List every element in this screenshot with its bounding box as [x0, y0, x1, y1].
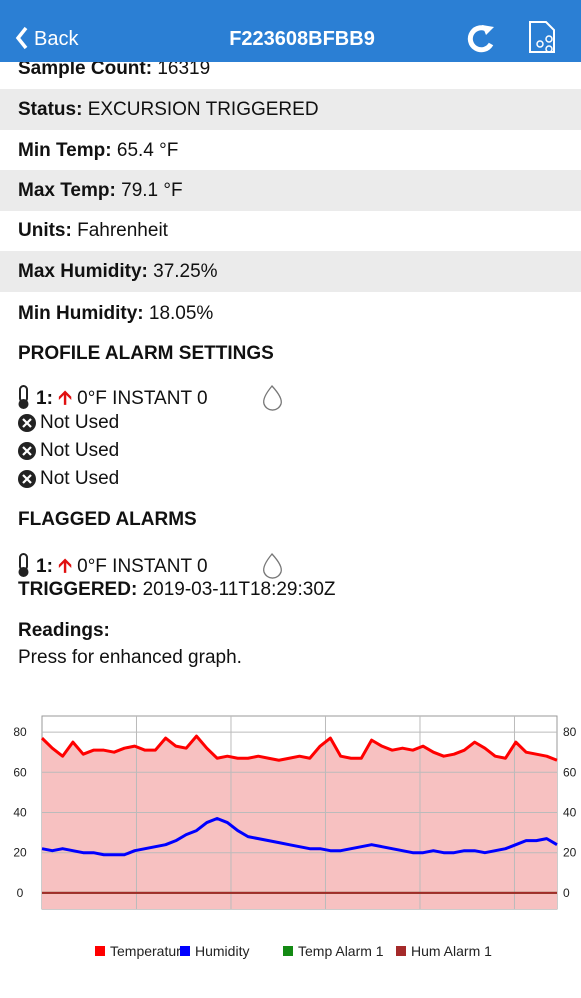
legend-swatch [283, 946, 293, 956]
back-chevron[interactable] [15, 26, 28, 50]
legend-label: Humidity [195, 943, 249, 959]
row-value: 79.1 °F [121, 180, 183, 201]
row-value: 18.05% [148, 303, 214, 324]
info-row: Max Humidity: 37.25% [0, 251, 581, 292]
y2-tick-label: 0 [563, 886, 570, 900]
legend-label: Temp Alarm 1 [298, 943, 384, 959]
row-label: Max Humidity: [18, 261, 148, 282]
y-tick-label: 60 [13, 765, 27, 779]
triggered: TRIGGERED: 2019-03-11T18:29:30Z [18, 579, 336, 600]
y-tick-label: 80 [13, 725, 27, 739]
info-row: Min Temp: 65.4 °F [0, 130, 581, 171]
legend-swatch [95, 946, 105, 956]
y-tick-label: 0 [17, 886, 24, 900]
y2-tick-label: 40 [563, 806, 577, 820]
row-label: Units: [18, 220, 72, 241]
row-value: 16319 [157, 58, 211, 79]
refresh-arrow [482, 25, 494, 35]
temperature-area [42, 736, 557, 909]
info-row: Status: EXCURSION TRIGGERED [0, 89, 581, 130]
row-label: Max Temp: [18, 180, 116, 201]
not-used: Not Used [40, 440, 120, 461]
info-row: Max Temp: 79.1 °F [0, 170, 581, 211]
alarm-line: 1: 🡩 0°F INSTANT 0 [36, 556, 208, 577]
refresh-icon[interactable] [467, 25, 494, 53]
row-label: Sample Count: [18, 58, 153, 79]
y2-tick-label: 20 [563, 846, 577, 860]
share-icon[interactable] [529, 21, 555, 53]
nav-bar: Back F223608BFBB9 [0, 0, 581, 62]
share-dot [545, 35, 553, 43]
series-line [40, 734, 558, 762]
y2-tick-label: 80 [563, 725, 577, 739]
y-tick-label: 40 [13, 806, 27, 820]
title: F223608BFBB9 [229, 28, 375, 50]
not-used: Not Used [40, 468, 120, 489]
share-dot [545, 45, 553, 53]
nav-icons: Back F223608BFBB9 [15, 21, 555, 53]
share-dot [536, 40, 544, 48]
info-row: Units: Fahrenheit [0, 210, 581, 251]
legend-label: Hum Alarm 1 [411, 943, 492, 959]
row-label: Status: [18, 99, 83, 120]
info-row: Sample Count: 16319 [0, 48, 581, 89]
readings-label: Readings: [18, 620, 110, 641]
row-label: Min Temp: [18, 140, 112, 161]
y-tick-label: 20 [13, 846, 27, 860]
row-value: Fahrenheit [77, 220, 168, 241]
legend-swatch [396, 946, 406, 956]
readings-hint[interactable]: Press for enhanced graph. [18, 647, 242, 668]
back-label[interactable]: Back [34, 28, 79, 50]
row-value: EXCURSION TRIGGERED [87, 99, 319, 120]
series-line [41, 817, 558, 857]
info-row: Min Humidity: 18.05% [0, 293, 581, 334]
y2-tick-label: 60 [563, 765, 577, 779]
section-heading: PROFILE ALARM SETTINGS [18, 343, 274, 364]
legend-label: Temperature [110, 943, 189, 959]
alarm-line: 1: 🡩 0°F INSTANT 0 [36, 388, 208, 409]
section-heading: FLAGGED ALARMS [18, 509, 197, 530]
row-value: 65.4 °F [116, 140, 179, 161]
legend-swatch [180, 946, 190, 956]
not-used: Not Used [40, 412, 120, 433]
row-value: 37.25% [153, 261, 218, 282]
row-label: Min Humidity: [18, 303, 144, 324]
